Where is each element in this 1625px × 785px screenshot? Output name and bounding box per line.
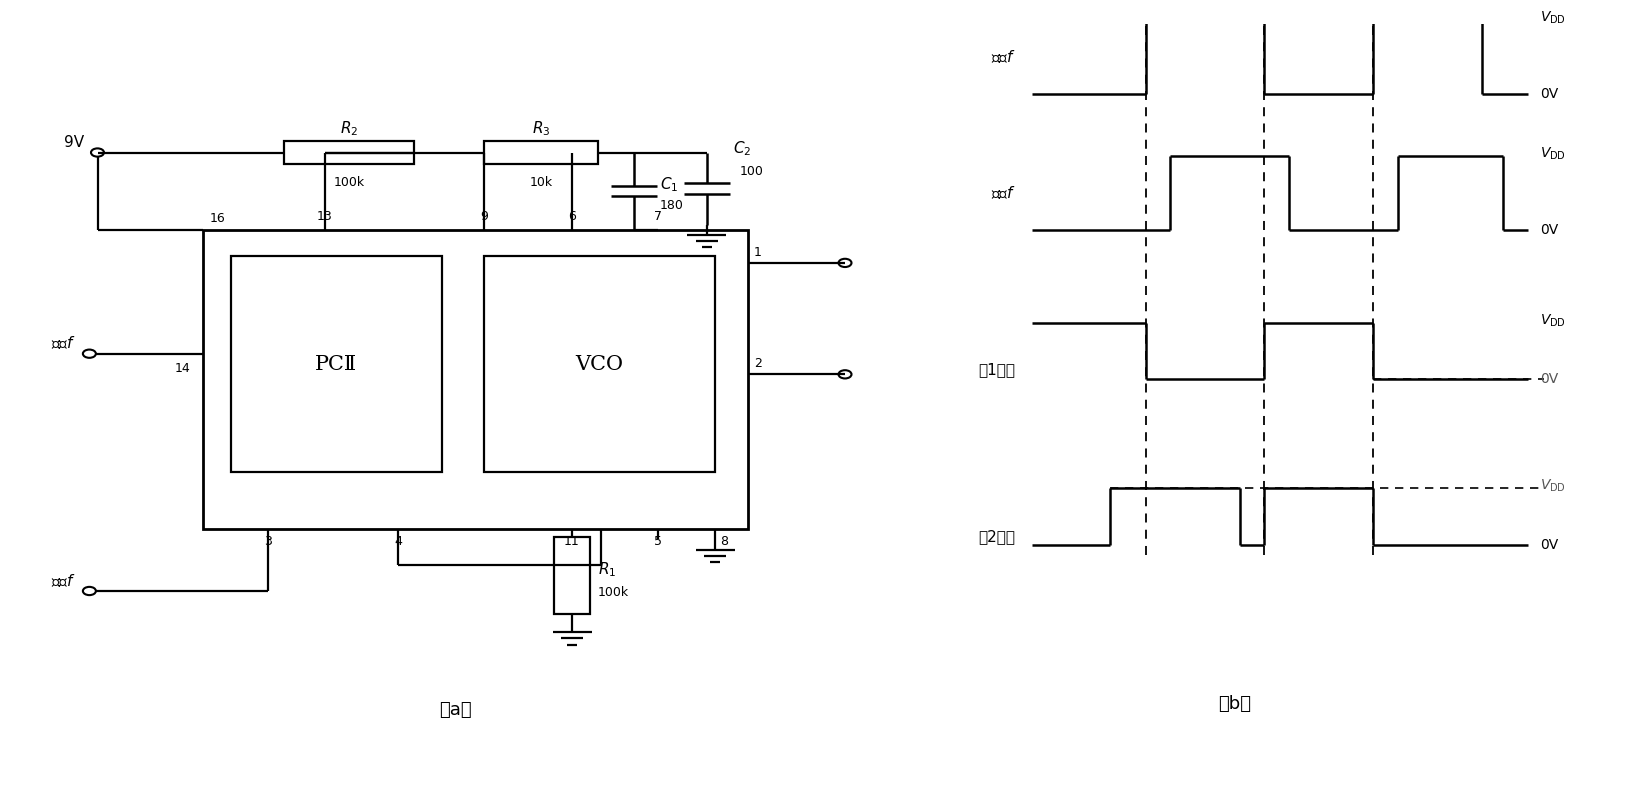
Text: 0V: 0V <box>1540 373 1558 386</box>
Text: $C_2$: $C_2$ <box>733 139 751 158</box>
Text: 输入$f$: 输入$f$ <box>52 572 76 589</box>
Text: $R_3$: $R_3$ <box>531 119 551 138</box>
Bar <box>484 141 598 164</box>
Bar <box>203 230 748 529</box>
Text: 100k: 100k <box>598 586 629 598</box>
Text: $R_2$: $R_2$ <box>340 119 359 138</box>
Text: 2: 2 <box>754 357 762 371</box>
Text: 6: 6 <box>569 210 575 223</box>
Text: VCO: VCO <box>575 355 624 374</box>
Bar <box>284 141 414 164</box>
Text: 9: 9 <box>481 210 488 223</box>
Text: 13: 13 <box>317 210 333 223</box>
Text: 输出$f$: 输出$f$ <box>991 184 1016 201</box>
Text: 5: 5 <box>655 535 661 548</box>
Text: 100k: 100k <box>333 177 366 189</box>
Text: 11: 11 <box>564 535 580 548</box>
Text: 4: 4 <box>395 535 401 548</box>
Text: 7: 7 <box>655 210 661 223</box>
Text: 9V: 9V <box>65 136 84 151</box>
Text: 脚2输出: 脚2输出 <box>978 529 1016 544</box>
Text: 1: 1 <box>754 246 762 259</box>
Text: 180: 180 <box>660 199 684 212</box>
Text: 0V: 0V <box>1540 223 1558 237</box>
Text: 0V: 0V <box>1540 86 1558 100</box>
Text: 3: 3 <box>265 535 271 548</box>
Text: 0V: 0V <box>1540 538 1558 552</box>
Bar <box>231 256 442 473</box>
Text: 100: 100 <box>739 165 764 177</box>
Text: PCⅡ: PCⅡ <box>315 355 358 374</box>
Text: （b）: （b） <box>1219 696 1251 714</box>
Text: 14: 14 <box>174 362 190 374</box>
Text: 16: 16 <box>210 212 226 225</box>
Text: 输入$f$: 输入$f$ <box>991 48 1016 65</box>
Text: 输入$f$: 输入$f$ <box>52 335 76 352</box>
Text: 8: 8 <box>720 535 728 548</box>
Text: $V_{\rm DD}$: $V_{\rm DD}$ <box>1540 312 1566 329</box>
Text: $C_1$: $C_1$ <box>660 176 678 195</box>
Text: $V_{\rm DD}$: $V_{\rm DD}$ <box>1540 9 1566 26</box>
Text: （a）: （a） <box>439 701 471 718</box>
Text: $V_{\rm DD}$: $V_{\rm DD}$ <box>1540 477 1566 494</box>
Text: $R_1$: $R_1$ <box>598 560 616 579</box>
Bar <box>484 256 715 473</box>
Text: 脚1输出: 脚1输出 <box>978 362 1016 377</box>
Text: 10k: 10k <box>530 177 552 189</box>
Text: $V_{\rm DD}$: $V_{\rm DD}$ <box>1540 145 1566 162</box>
Bar <box>554 538 590 614</box>
